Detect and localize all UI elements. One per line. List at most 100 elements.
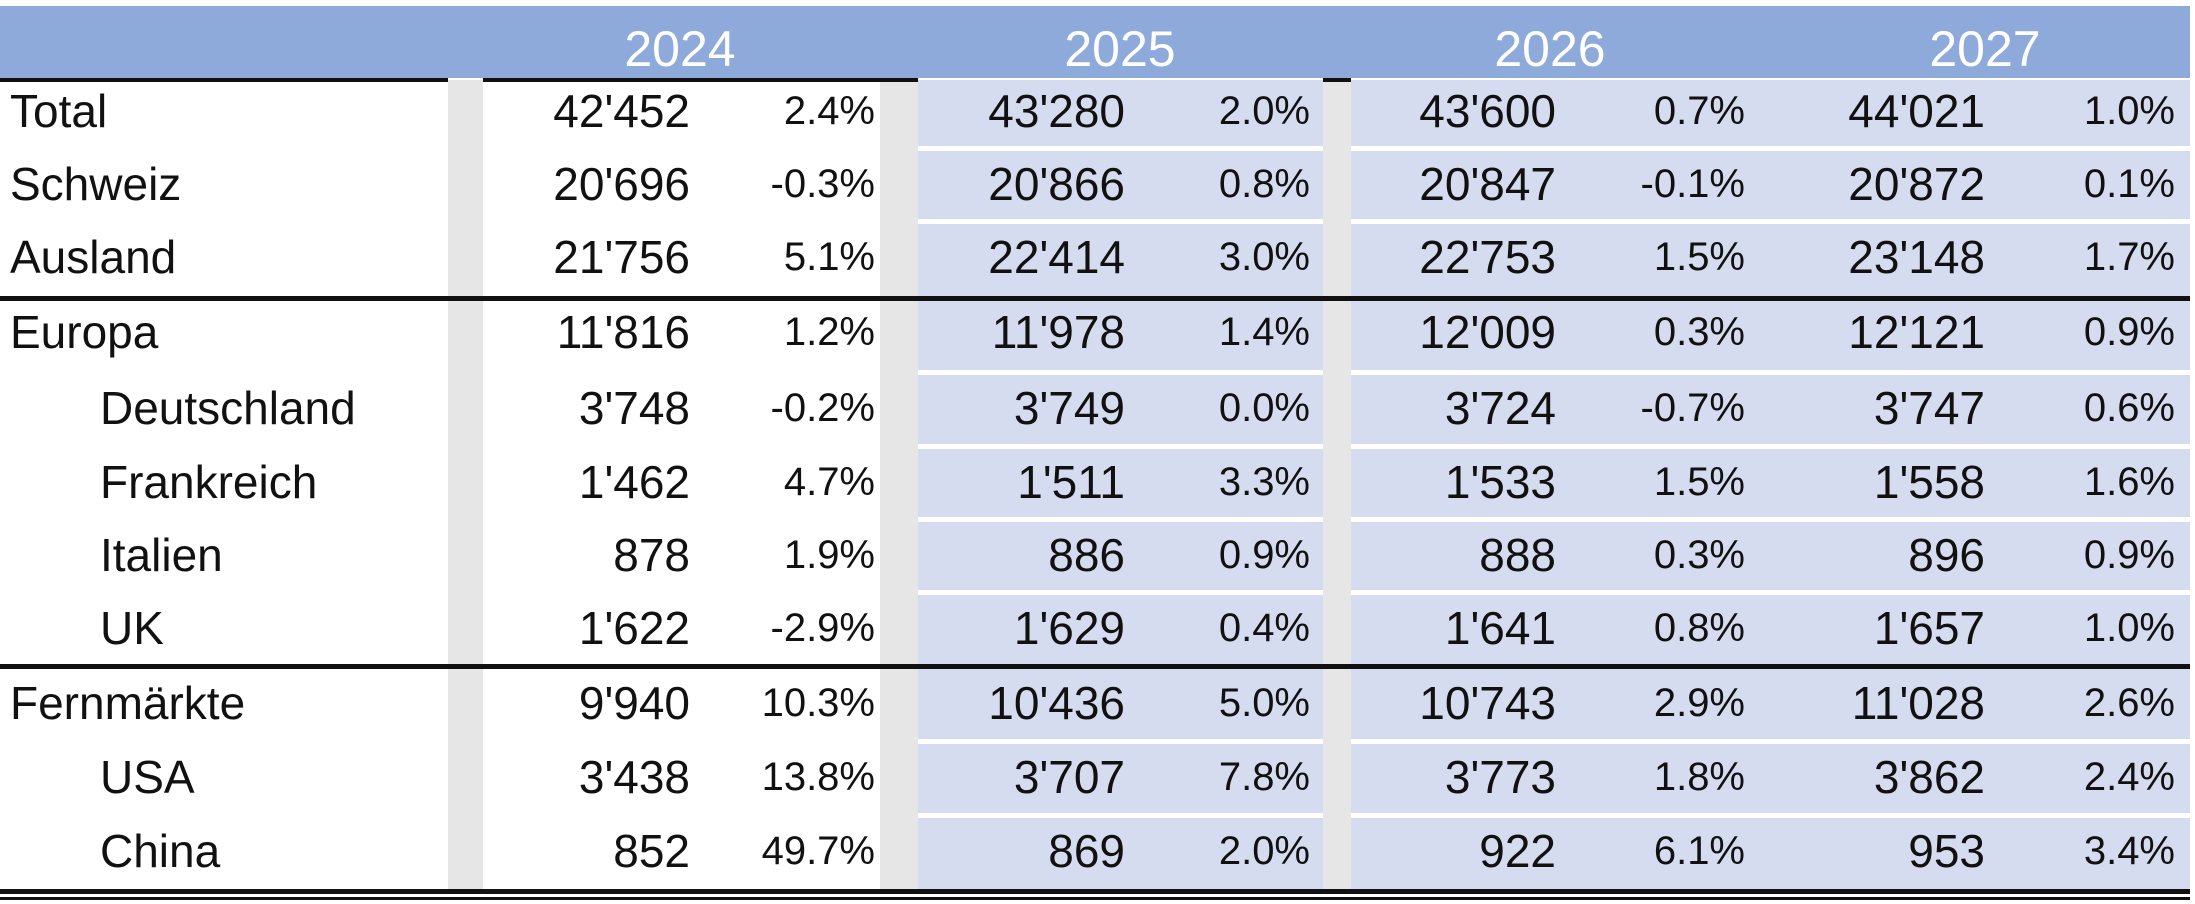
row-separator: [1351, 517, 2190, 522]
growth-cell-2025: 2.0%: [1218, 829, 1310, 873]
value-cell-2025: 3'707: [1013, 751, 1125, 803]
growth-cell-2026: 1.5%: [1653, 235, 1745, 279]
column-divider-3: [1323, 80, 1351, 890]
value-cell-2027: 20'872: [1848, 158, 1985, 210]
value-cell-2027: 23'148: [1848, 231, 1985, 283]
growth-cell-2027: 1.0%: [2083, 89, 2175, 133]
row-label: Italien: [100, 529, 223, 581]
growth-cell-2025: 7.8%: [1218, 755, 1310, 799]
growth-cell-2027: 1.6%: [2083, 460, 2175, 504]
growth-cell-2024: 10.3%: [761, 681, 875, 725]
growth-cell-2024: -0.3%: [770, 162, 876, 206]
growth-cell-2027: 0.9%: [2083, 533, 2175, 577]
value-cell-2026: 43'600: [1419, 85, 1556, 137]
value-cell-2024: 852: [613, 825, 690, 877]
growth-cell-2027: 0.6%: [2083, 386, 2175, 430]
row-separator: [918, 444, 1323, 449]
growth-cell-2025: 3.0%: [1218, 235, 1310, 279]
row-label: Schweiz: [10, 158, 182, 210]
value-cell-2025: 886: [1048, 529, 1125, 581]
growth-cell-2025: 0.4%: [1218, 606, 1310, 650]
value-cell-2025: 10'436: [988, 677, 1125, 729]
growth-cell-2027: 0.1%: [2083, 162, 2175, 206]
value-cell-2026: 1'533: [1444, 456, 1556, 508]
growth-cell-2026: 0.8%: [1653, 606, 1745, 650]
row-separator: [918, 517, 1323, 522]
year-header-band: [0, 6, 2190, 78]
value-cell-2026: 922: [1479, 825, 1556, 877]
value-cell-2025: 11'978: [991, 306, 1125, 358]
growth-cell-2025: 1.4%: [1218, 310, 1310, 354]
row-separator: [918, 219, 1323, 224]
section-separator-europa: [0, 296, 2190, 301]
growth-cell-2025: 3.3%: [1218, 460, 1310, 504]
header-underline-left: [0, 78, 448, 82]
table-row: UK 1'622 -2.9% 1'629 0.4% 1'641 0.8% 1'657 1.0%: [0, 592, 2190, 665]
column-shade-2026-2027: [1351, 80, 2190, 890]
value-cell-2027: 1'657: [1873, 602, 1985, 654]
growth-cell-2025: 0.8%: [1218, 162, 1310, 206]
growth-cell-2027: 0.9%: [2083, 310, 2175, 354]
year-header-2024: 2024: [624, 21, 736, 77]
growth-cell-2025: 2.0%: [1218, 89, 1310, 133]
value-cell-2026: 22'753: [1419, 231, 1556, 283]
value-cell-2025: 1'511: [1017, 456, 1125, 508]
table-row: Italien 878 1.9% 886 0.9% 888 0.3% 896 0.9%: [0, 519, 2190, 592]
table-row: USA 3'438 13.8% 3'707 7.8% 3'773 1.8% 3'862 2.4%: [0, 741, 2190, 814]
value-cell-2024: 1'462: [578, 456, 690, 508]
value-cell-2027: 953: [1908, 825, 1985, 877]
growth-cell-2024: 13.8%: [761, 755, 875, 799]
value-cell-2027: 44'021: [1848, 85, 1985, 137]
row-label: Total: [10, 85, 108, 137]
row-separator: [1351, 219, 2190, 224]
growth-cell-2026: 0.3%: [1653, 533, 1745, 577]
growth-cell-2026: 0.3%: [1653, 310, 1745, 354]
table-row: Deutschland 3'748 -0.2% 3'749 0.0% 3'724 -0.7%…: [0, 372, 2190, 445]
year-header-2027: 2027: [1929, 21, 2041, 77]
row-separator: [918, 370, 1323, 375]
row-label: Fernmärkte: [10, 677, 246, 729]
growth-cell-2025: 0.9%: [1218, 533, 1310, 577]
value-cell-2025: 20'866: [988, 158, 1125, 210]
growth-cell-2027: 2.4%: [2083, 755, 2175, 799]
growth-cell-2026: 2.9%: [1653, 681, 1745, 725]
value-cell-2025: 22'414: [988, 231, 1125, 283]
table-bottom-border-2: [0, 897, 2190, 900]
value-cell-2024: 3'748: [578, 382, 690, 434]
row-label: USA: [100, 751, 195, 803]
value-cell-2026: 3'724: [1444, 382, 1556, 434]
row-label: Europa: [10, 306, 159, 358]
growth-cell-2024: 49.7%: [761, 829, 875, 873]
table-row: China 852 49.7% 869 2.0% 922 6.1% 953 3.4%: [0, 815, 2190, 888]
value-cell-2026: 888: [1479, 529, 1556, 581]
value-cell-2026: 12'009: [1419, 306, 1556, 358]
value-cell-2024: 21'756: [553, 231, 690, 283]
value-cell-2024: 1'622: [578, 602, 690, 654]
growth-cell-2024: 2.4%: [783, 89, 875, 133]
header-underline-2024: [483, 78, 918, 82]
growth-cell-2025: 5.0%: [1218, 681, 1310, 725]
table-row: Fernmärkte 9'940 10.3% 10'436 5.0% 10'743 2.9%…: [0, 667, 2190, 740]
value-cell-2024: 20'696: [553, 158, 690, 210]
value-cell-2024: 11'816: [556, 306, 690, 358]
row-separator: [918, 813, 1323, 818]
row-label: Ausland: [10, 231, 177, 283]
row-label: China: [100, 825, 221, 877]
growth-cell-2024: 1.2%: [783, 310, 875, 354]
row-separator: [1351, 444, 2190, 449]
section-separator-fernmaerkte: [0, 664, 2190, 669]
row-separator: [1351, 370, 2190, 375]
growth-cell-2024: -2.9%: [770, 606, 876, 650]
row-separator: [918, 739, 1323, 744]
value-cell-2027: 896: [1908, 529, 1985, 581]
row-label: UK: [100, 602, 164, 654]
row-separator: [1351, 146, 2190, 151]
row-label: Frankreich: [100, 456, 318, 508]
growth-cell-2024: -0.2%: [770, 386, 876, 430]
value-cell-2027: 11'028: [1851, 677, 1985, 729]
value-cell-2027: 1'558: [1873, 456, 1985, 508]
row-label: Deutschland: [100, 382, 356, 434]
year-header-2026: 2026: [1494, 21, 1606, 77]
value-cell-2026: 20'847: [1419, 158, 1556, 210]
value-cell-2025: 3'749: [1013, 382, 1125, 434]
